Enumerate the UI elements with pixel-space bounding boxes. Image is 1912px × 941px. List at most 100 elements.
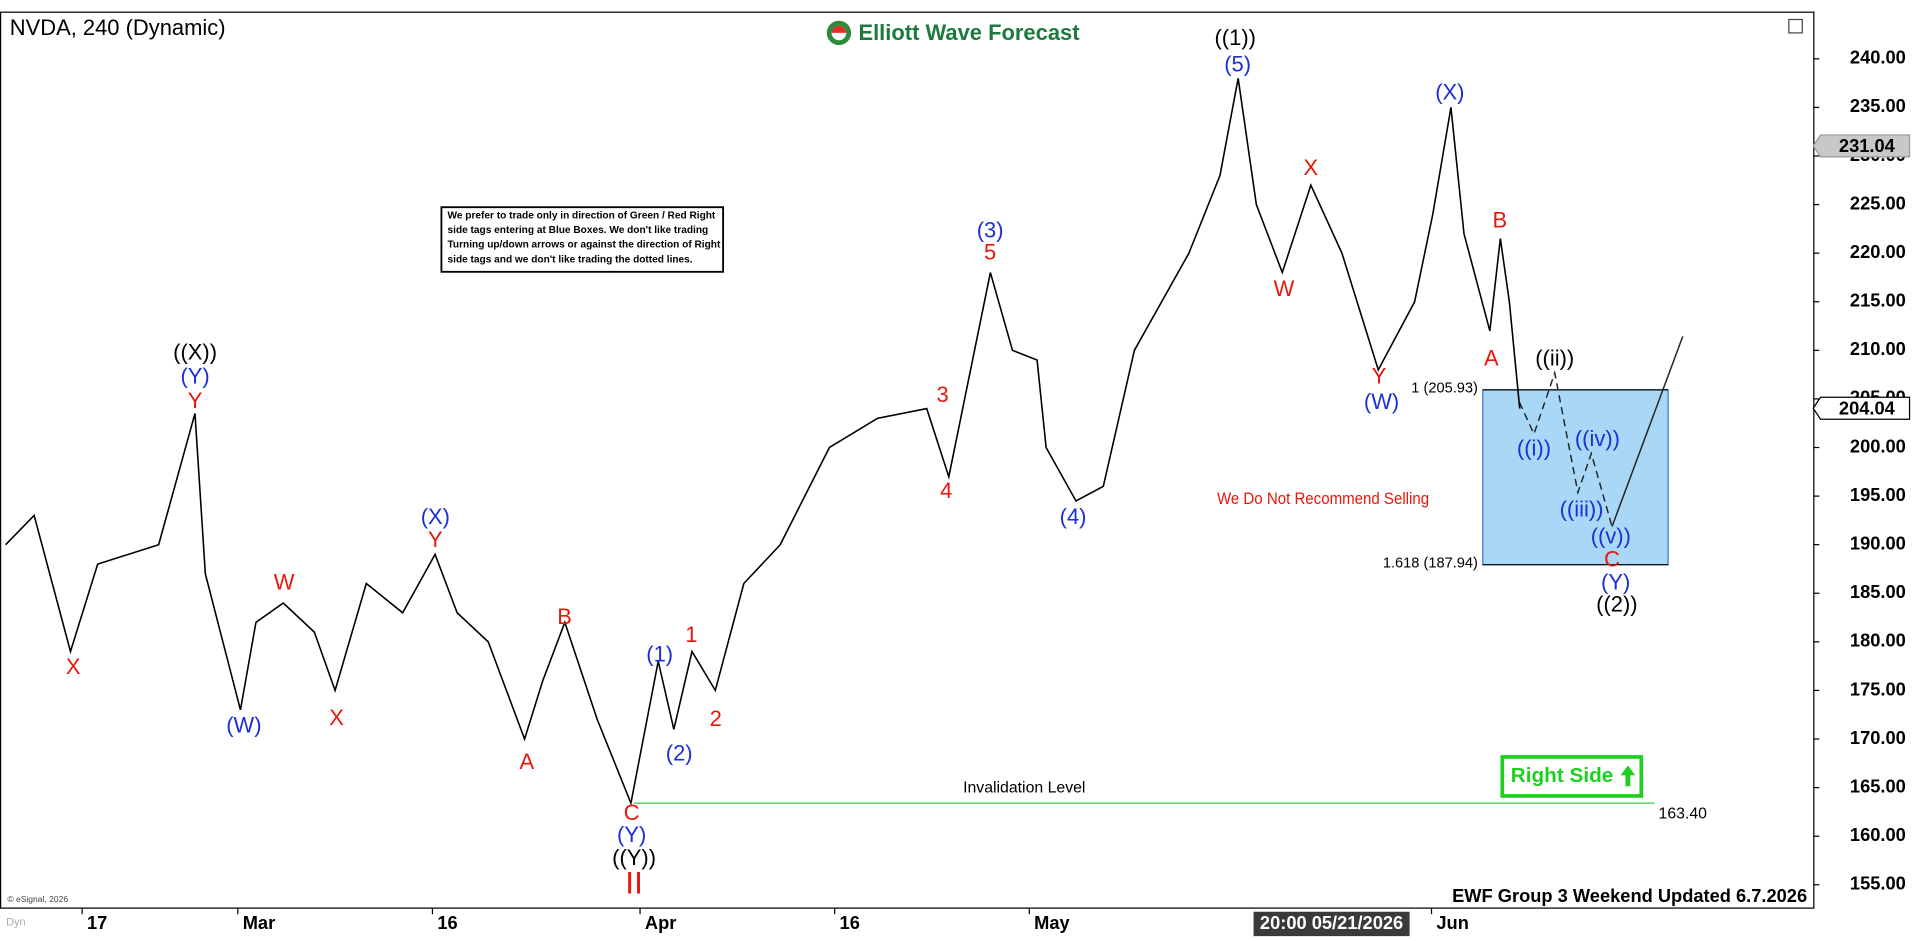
projection-line	[1611, 336, 1684, 527]
y-tick-label: 235.00	[1850, 95, 1906, 116]
wave-label: (W)	[226, 712, 261, 737]
y-tick-label: 170.00	[1850, 727, 1906, 748]
wave-label: (X)	[1435, 80, 1464, 105]
wave-label: B	[557, 604, 572, 629]
invalidation-value: 163.40	[1659, 805, 1708, 822]
wave-label: (4)	[1060, 504, 1087, 529]
wave-label: W	[274, 570, 295, 595]
wave-label: X	[329, 705, 344, 730]
wave-label: 4	[940, 478, 952, 503]
wave-label: (Y)	[617, 822, 646, 847]
wave-label: (Y)	[180, 364, 209, 389]
y-tick-label: 225.00	[1850, 192, 1906, 213]
fib-label: 1 (205.93)	[1411, 381, 1478, 397]
dyn-label: Dyn	[6, 917, 26, 929]
right-side-text: Right Side	[1511, 764, 1613, 787]
wave-label: ((Y))	[612, 845, 656, 870]
y-tick-label: 190.00	[1850, 533, 1906, 554]
window-icon[interactable]	[1788, 18, 1803, 34]
wave-label: B	[1493, 208, 1508, 233]
wave-label: A	[519, 749, 534, 774]
y-tick-label: 180.00	[1850, 630, 1906, 651]
wave-label: C	[1604, 546, 1620, 571]
plot-frame	[0, 11, 1815, 909]
cursor-time-box	[1253, 911, 1410, 937]
y-tick-label: 210.00	[1850, 338, 1906, 359]
price-tag	[1812, 396, 1911, 420]
wave-label: ((1))	[1215, 25, 1256, 50]
price-tag-label: 204.04	[1839, 397, 1896, 418]
x-tick-label: Jun	[1436, 912, 1468, 933]
note-line: side tags entering at Blue Boxes. We don…	[448, 225, 709, 236]
wave-label: Y	[428, 527, 443, 552]
note-frame	[440, 206, 725, 273]
wave-label: (W)	[1364, 389, 1399, 414]
wave-label: 2	[710, 706, 722, 731]
wave-label: ((ii))	[1535, 345, 1574, 370]
wave-label: (1)	[646, 642, 673, 667]
y-tick-label: 160.00	[1850, 824, 1906, 845]
wave-label: (5)	[1224, 52, 1251, 77]
y-tick-label: 165.00	[1850, 775, 1906, 796]
wave-label: ((iii))	[1560, 497, 1604, 522]
logo-icon	[831, 25, 847, 33]
wave-label: (2)	[666, 740, 693, 765]
price-line	[5, 78, 1521, 806]
x-tick-label: 16	[840, 912, 860, 933]
y-tick-label: 220.00	[1850, 241, 1906, 262]
wave-label: 5	[984, 239, 996, 264]
note-line: We prefer to trade only in direction of …	[448, 210, 716, 221]
chart-title: NVDA, 240 (Dynamic)	[10, 15, 226, 40]
note-line: Turning up/down arrows or against the di…	[448, 240, 721, 251]
wave-label: ((i))	[1517, 436, 1551, 461]
wave-label: ((v))	[1591, 523, 1631, 548]
fib-label: 1.618 (187.94)	[1383, 555, 1478, 571]
y-tick-label: 240.00	[1850, 47, 1906, 68]
cursor-time: 20:00 05/21/2026	[1260, 912, 1403, 933]
y-tick-label: 215.00	[1850, 290, 1906, 311]
wave-label: C	[624, 800, 640, 825]
note-box: We prefer to trade only in direction of …	[440, 206, 725, 273]
y-tick-label: 195.00	[1850, 484, 1906, 505]
x-tick-label: 17	[87, 912, 107, 933]
wave-label: ((iv))	[1575, 426, 1620, 451]
wave-label: X	[66, 654, 81, 679]
wave-label: A	[1484, 345, 1499, 370]
logo-text: Elliott Wave Forecast	[858, 20, 1080, 45]
wave-label: (3)	[977, 217, 1004, 242]
invalidation-label: Invalidation Level	[963, 780, 1085, 797]
wave-label: ((2))	[1596, 592, 1637, 617]
wave-label: Y	[188, 388, 203, 413]
wave-label: (Y)	[1601, 570, 1630, 595]
price-tag-label: 231.04	[1839, 135, 1896, 156]
wave-label: 3	[936, 382, 948, 407]
y-tick-label: 155.00	[1850, 873, 1906, 894]
wave-label: (X)	[421, 504, 450, 529]
up-arrow	[1620, 765, 1636, 787]
projection-dashed	[1518, 370, 1613, 527]
x-tick-label: May	[1034, 912, 1070, 933]
x-tick-label: 16	[437, 912, 457, 933]
right-side-frame	[1500, 755, 1644, 798]
note-line: side tags and we don't like trading the …	[448, 254, 693, 265]
x-tick-label: Mar	[243, 912, 275, 933]
price-tag	[1812, 134, 1911, 158]
wave-label: X	[1304, 155, 1319, 180]
x-tick-label: Apr	[645, 912, 676, 933]
y-tick-label: 185.00	[1850, 581, 1906, 602]
footer: EWF Group 3 Weekend Updated 6.7.2026	[1452, 885, 1807, 906]
copyright: © eSignal, 2026	[7, 894, 68, 904]
wave-label: 1	[685, 622, 697, 647]
wave-label: W	[1274, 276, 1295, 301]
wave-label: Y	[1372, 364, 1387, 389]
warning-text: We Do Not Recommend Selling	[1217, 489, 1429, 508]
blue-box	[1482, 389, 1669, 566]
right-side-badge: Right Side	[1500, 755, 1644, 798]
wave-label: II	[625, 864, 643, 900]
y-tick-label: 175.00	[1850, 678, 1906, 699]
y-tick-label: 200.00	[1850, 435, 1906, 456]
wave-label: ((X))	[173, 339, 217, 364]
logo: Elliott Wave Forecast	[826, 20, 1080, 46]
